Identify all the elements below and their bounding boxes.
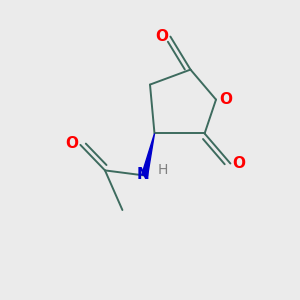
Text: O: O (65, 136, 78, 151)
Text: O: O (155, 29, 168, 44)
Text: O: O (232, 156, 245, 171)
Text: H: H (158, 163, 168, 176)
Text: N: N (137, 167, 149, 182)
Text: O: O (219, 92, 232, 107)
Polygon shape (142, 134, 154, 176)
